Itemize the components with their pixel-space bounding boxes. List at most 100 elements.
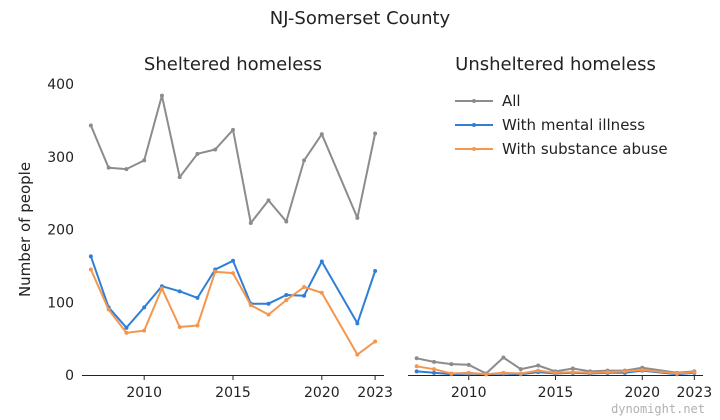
data-point-with-substance-abuse <box>484 372 489 377</box>
data-point-all <box>373 131 378 136</box>
data-point-with-mental-illness <box>195 295 200 300</box>
data-point-with-substance-abuse <box>674 371 679 376</box>
data-point-with-substance-abuse <box>106 307 111 312</box>
data-point-all <box>124 167 129 172</box>
panel-1: Sheltered homeless 2010 2015 2020 2023 0 100 20… <box>16 54 393 401</box>
series-line-all <box>89 94 377 224</box>
data-point-with-substance-abuse <box>414 364 419 369</box>
data-point-with-mental-illness <box>142 305 147 310</box>
data-point-all <box>501 355 506 360</box>
y-tick-label: 200 <box>47 223 74 239</box>
data-point-with-substance-abuse <box>640 367 645 372</box>
data-point-with-substance-abuse <box>553 370 558 375</box>
series-line-with-substance-abuse <box>89 269 376 356</box>
legend-label: With mental illness <box>502 116 645 134</box>
legend-label: With substance abuse <box>502 140 668 158</box>
data-point-all <box>88 123 93 128</box>
x-tick-label: 2010 <box>126 385 162 401</box>
data-point-with-substance-abuse <box>355 352 360 357</box>
data-point-with-mental-illness <box>302 293 307 298</box>
panel-title: Sheltered homeless <box>144 54 322 75</box>
data-point-with-mental-illness <box>124 325 129 330</box>
panel-2: Unsheltered homeless 2010 2015 2020 2023 <box>408 54 712 401</box>
data-point-with-mental-illness <box>266 301 271 306</box>
series-line-with-mental-illness <box>89 256 377 329</box>
data-point-all <box>355 215 360 220</box>
x-tick-label: 2023 <box>677 385 713 401</box>
y-tick-label: 400 <box>47 77 74 93</box>
x-tick-label: 2023 <box>357 385 393 401</box>
data-point-with-substance-abuse <box>622 369 627 374</box>
y-tick-label: 100 <box>47 295 74 311</box>
y-axis-label: Number of people <box>16 162 34 297</box>
data-point-with-substance-abuse <box>284 298 289 303</box>
figure-title: NJ-Somerset County <box>270 8 451 29</box>
data-point-with-mental-illness <box>231 258 235 263</box>
series-line-with-substance-abuse <box>416 365 695 376</box>
data-point-all <box>518 367 523 372</box>
data-point-with-substance-abuse <box>432 367 437 372</box>
data-point-with-substance-abuse <box>231 271 235 276</box>
watermark: dynomight.net <box>611 402 705 416</box>
legend-label: All <box>502 92 521 110</box>
data-point-all <box>432 359 437 364</box>
data-point-all <box>159 93 164 98</box>
data-point-with-substance-abuse <box>605 370 610 375</box>
data-point-with-substance-abuse <box>302 284 307 289</box>
data-point-with-substance-abuse <box>177 324 182 329</box>
data-point-with-substance-abuse <box>124 330 129 335</box>
data-point-all <box>248 220 253 225</box>
x-tick-label: 2015 <box>538 385 574 401</box>
x-tick-label: 2010 <box>451 385 487 401</box>
series-line-all <box>416 356 695 375</box>
data-point-all <box>213 147 218 152</box>
data-point-with-substance-abuse <box>266 312 271 317</box>
data-point-all <box>195 151 200 156</box>
data-point-with-substance-abuse <box>570 370 575 375</box>
data-point-all <box>231 127 235 132</box>
data-point-all <box>536 363 541 368</box>
data-point-all <box>414 356 419 361</box>
data-point-all <box>449 362 454 367</box>
x-tick-label: 2020 <box>624 385 660 401</box>
data-point-with-mental-illness <box>414 369 419 374</box>
data-point-with-substance-abuse <box>466 370 471 375</box>
legend-swatch-marker <box>472 123 476 127</box>
data-point-with-substance-abuse <box>588 370 593 375</box>
legend-swatch-marker <box>472 147 476 151</box>
data-point-all <box>284 219 289 224</box>
data-point-with-substance-abuse <box>319 290 324 295</box>
data-point-with-substance-abuse <box>195 323 200 328</box>
data-point-with-substance-abuse <box>213 269 218 274</box>
data-point-all <box>106 165 111 170</box>
data-point-with-substance-abuse <box>248 303 253 308</box>
data-point-with-substance-abuse <box>501 370 506 375</box>
x-tick-label: 2015 <box>215 385 251 401</box>
x-tick-label: 2020 <box>304 385 340 401</box>
data-point-with-substance-abuse <box>518 371 523 376</box>
data-point-with-mental-illness <box>373 268 378 273</box>
y-tick-label: 0 <box>65 368 74 384</box>
data-point-all <box>466 362 471 367</box>
panel-title: Unsheltered homeless <box>455 54 656 75</box>
data-point-with-substance-abuse <box>692 370 697 375</box>
data-point-with-mental-illness <box>284 292 289 297</box>
data-point-with-substance-abuse <box>88 267 93 272</box>
data-point-all <box>142 158 147 163</box>
data-point-with-mental-illness <box>432 370 437 375</box>
data-point-all <box>177 175 182 180</box>
data-point-all <box>302 158 307 163</box>
data-point-with-substance-abuse <box>373 339 378 344</box>
data-point-with-mental-illness <box>319 259 324 264</box>
legend-swatch-marker <box>472 99 476 103</box>
data-point-with-mental-illness <box>177 289 182 294</box>
data-point-with-substance-abuse <box>142 328 147 333</box>
data-point-all <box>266 198 271 203</box>
data-point-all <box>319 132 324 137</box>
data-point-with-substance-abuse <box>449 371 454 376</box>
data-point-with-mental-illness <box>355 321 360 326</box>
data-point-with-substance-abuse <box>159 286 164 291</box>
data-point-with-substance-abuse <box>536 368 541 373</box>
data-point-all <box>570 366 575 371</box>
